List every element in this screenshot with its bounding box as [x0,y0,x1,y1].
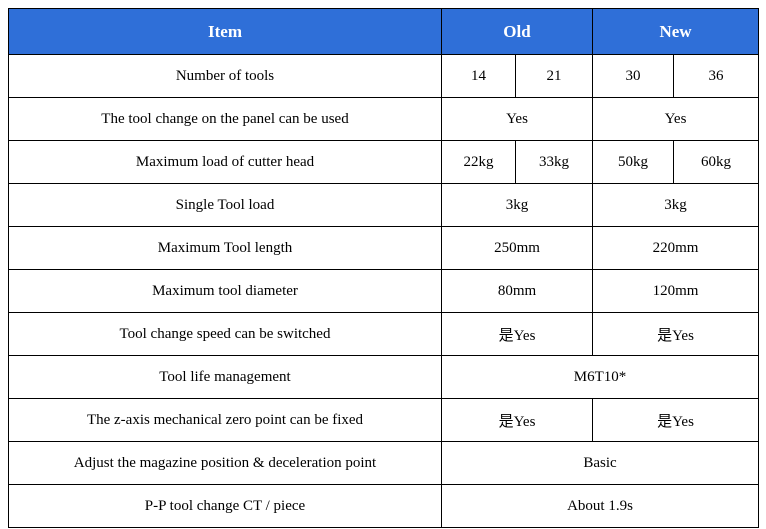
new-cell: 120mm [591,269,760,313]
old-cell: 是Yes [441,398,593,442]
old-cell: 33kg [515,140,593,184]
row-label: Tool change speed can be switched [8,312,442,356]
new-cell: 60kg [672,140,760,184]
table-row: Tool change speed can be switched 是Yes 是… [8,312,760,356]
old-cell: Yes [441,97,593,141]
old-cell: 22kg [441,140,516,184]
row-label: Number of tools [8,54,442,98]
new-cell: Yes [591,97,760,141]
new-cell: 是Yes [591,398,760,442]
row-label: P-P tool change CT / piece [8,484,442,528]
comparison-table: Item Old New Number of tools 14 21 30 36… [8,8,760,528]
old-cell: 是Yes [441,312,593,356]
table-row: Maximum Tool length 250mm 220mm [8,226,760,270]
merged-cell: M6T10* [440,355,760,399]
old-cell: 21 [515,54,593,98]
old-cell: 14 [441,54,516,98]
new-cell: 50kg [592,140,674,184]
table-row: The z-axis mechanical zero point can be … [8,398,760,442]
table-row: The tool change on the panel can be used… [8,97,760,141]
table-row: P-P tool change CT / piece About 1.9s [8,484,760,528]
new-cell: 36 [672,54,760,98]
row-label: Adjust the magazine position & decelerat… [8,441,442,485]
row-label: Maximum Tool length [8,226,442,270]
new-cell: 3kg [591,183,760,227]
header-old: Old [441,8,593,55]
table-row: Adjust the magazine position & decelerat… [8,441,760,485]
table-row: Number of tools 14 21 30 36 [8,54,760,98]
header-item: Item [8,8,442,55]
table-row: Single Tool load 3kg 3kg [8,183,760,227]
row-label: Single Tool load [8,183,442,227]
old-cell: 3kg [441,183,593,227]
row-label: The tool change on the panel can be used [8,97,442,141]
header-row: Item Old New [8,8,760,55]
new-cell: 30 [592,54,674,98]
row-label: The z-axis mechanical zero point can be … [8,398,442,442]
header-new: New [591,8,760,55]
row-label: Maximum load of cutter head [8,140,442,184]
merged-cell: Basic [440,441,760,485]
new-cell: 220mm [591,226,760,270]
new-cell: 是Yes [591,312,760,356]
merged-cell: About 1.9s [440,484,760,528]
table-row: Maximum tool diameter 80mm 120mm [8,269,760,313]
table-row: Maximum load of cutter head 22kg 33kg 50… [8,140,760,184]
row-label: Tool life management [8,355,442,399]
old-cell: 250mm [441,226,593,270]
row-label: Maximum tool diameter [8,269,442,313]
old-cell: 80mm [441,269,593,313]
table-row: Tool life management M6T10* [8,355,760,399]
